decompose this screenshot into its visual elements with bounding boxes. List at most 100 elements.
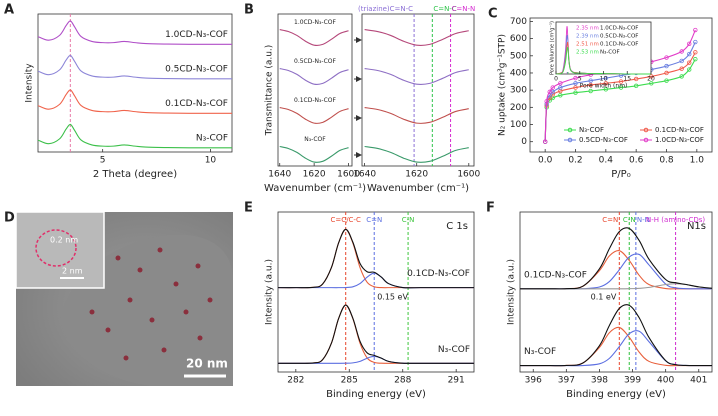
reference-label: C-N <box>623 216 636 224</box>
series-line <box>364 68 469 85</box>
shift-annotation: 0.15 eV <box>377 292 408 301</box>
series-line <box>520 304 713 367</box>
x-tick-label: 1600 <box>457 170 480 180</box>
data-point <box>603 87 609 92</box>
y-tick-label: 600 <box>510 34 527 44</box>
x-tick-label: 282 <box>287 376 304 386</box>
hrtem-inset <box>15 211 105 289</box>
legend-label: 1.0CD-N₃-COF <box>600 26 638 32</box>
data-point <box>687 41 692 46</box>
reference-label: (triazine)C=N-C <box>358 5 413 13</box>
y-axis-label: N₂ uptake (cm³g⁻¹STP) <box>498 34 508 136</box>
data-point <box>664 70 669 76</box>
x-tick-label: 5 <box>578 76 582 83</box>
data-point <box>550 89 555 95</box>
data-point <box>558 81 563 86</box>
x-tick-label: 398 <box>591 376 608 386</box>
reference-label: C=N <box>366 216 382 224</box>
y-tick-label: 500 <box>510 51 527 61</box>
data-point <box>687 60 692 65</box>
data-point <box>679 74 684 79</box>
x-axis-label: Wavenumber (cm⁻¹) <box>264 183 366 194</box>
reference-label: C=C/C-C <box>331 216 361 224</box>
y-tick-label: 300 <box>510 86 527 96</box>
y-axis-label: Intensity <box>25 63 35 103</box>
dot <box>197 335 203 341</box>
set-label: N₃-COF <box>438 345 470 355</box>
x-tick-label: 1620 <box>303 170 326 180</box>
data-point <box>588 78 593 83</box>
x-axis-label: Binding energy (eV) <box>326 389 426 400</box>
x-tick-label: 15 <box>623 76 631 83</box>
reference-label: C=N-N <box>452 5 476 13</box>
data-point <box>633 76 639 82</box>
dot <box>183 309 189 315</box>
x-tick-label: 1.0 <box>690 156 705 166</box>
reference-label: C=N-C <box>433 5 457 13</box>
core-level-label: N1s <box>687 221 706 232</box>
scale-label: 20 nm <box>186 357 228 371</box>
series-label: N₃-COF <box>196 133 228 143</box>
y-axis-label: Intensity (a.u.) <box>507 259 517 325</box>
legend-marker <box>567 137 573 143</box>
data-point <box>633 83 639 89</box>
legend-label: 1.0CD-N₃-COF <box>655 136 704 144</box>
inset-chart: 0 5 10 15 20 Pore width (nm) Pore Volume (cm³g… <box>550 21 655 90</box>
series-label: 0.5CD-N₃-COF <box>165 64 228 74</box>
y-tick-label: 700 <box>510 17 527 27</box>
chart: C=C/C-C C=N C-N 282 285 288 291 Binding energy … <box>244 201 475 400</box>
series-label: 0.1CD-N₃-COF <box>165 99 228 109</box>
series-line <box>37 123 232 149</box>
series-line <box>277 228 474 289</box>
core-level-label: C 1s <box>446 221 468 232</box>
x-tick-label: 399 <box>624 376 641 386</box>
data-point <box>679 66 684 71</box>
dot <box>123 355 129 361</box>
legend-label: 0.1CD-N₃-COF <box>600 42 638 48</box>
dot <box>195 263 201 269</box>
data-point <box>687 67 692 72</box>
legend-label: 0.5CD-N₃-COF <box>579 136 628 144</box>
reference-label: N-H (amino-CDs) <box>646 216 705 224</box>
x-tick-label: 0.2 <box>568 156 582 166</box>
y-axis-label: Intensity (a.u.) <box>265 259 275 325</box>
series-label: 0.5CD-N₃-COF <box>294 58 336 65</box>
x-tick-label: 291 <box>448 376 465 386</box>
dot <box>105 327 111 333</box>
data-point <box>618 79 624 84</box>
dot <box>137 267 143 273</box>
x-tick-label: 0.0 <box>538 156 553 166</box>
chart: 5 10 2 Theta (degree) Intensity A 1.0CD-N₃-CO… <box>4 3 233 180</box>
x-tick-label: 0.8 <box>659 156 674 166</box>
x-tick-label: 396 <box>525 376 542 386</box>
cd-outline <box>35 229 77 267</box>
inset-scale-label: 2 nm <box>62 267 83 276</box>
data-point <box>588 88 593 94</box>
reference-label: C-N <box>402 216 415 224</box>
legend-label: N₃-COF <box>579 126 604 134</box>
y-axis-label: Pore Volume (cm³g⁻¹) <box>550 21 556 75</box>
x-tick-label: 1640 <box>353 170 376 180</box>
dot <box>115 255 121 261</box>
x-tick-label: 1640 <box>268 170 291 180</box>
peak-label: 2.35 nm <box>576 26 599 32</box>
data-point <box>687 51 692 57</box>
peak-label: 2.51 nm <box>576 42 599 48</box>
legend-marker <box>643 127 649 133</box>
data-point <box>664 63 669 69</box>
panel-label: A <box>4 3 14 18</box>
x-tick-label: 400 <box>657 376 674 386</box>
data-point <box>679 58 684 64</box>
x-axis-label: Wavenumber (cm⁻¹) <box>367 183 469 194</box>
data-point <box>542 139 548 144</box>
plot-frame <box>277 13 353 167</box>
y-tick-label: 0 <box>521 137 527 147</box>
series-line <box>37 20 232 45</box>
data-point <box>544 99 549 104</box>
set-label: 0.1CD-N₃-COF <box>407 269 470 279</box>
tem-panel: D 0.2 nm 2 nm 20 nm <box>4 211 233 386</box>
x-tick-label: 10 <box>205 156 217 166</box>
data-point <box>664 55 669 60</box>
